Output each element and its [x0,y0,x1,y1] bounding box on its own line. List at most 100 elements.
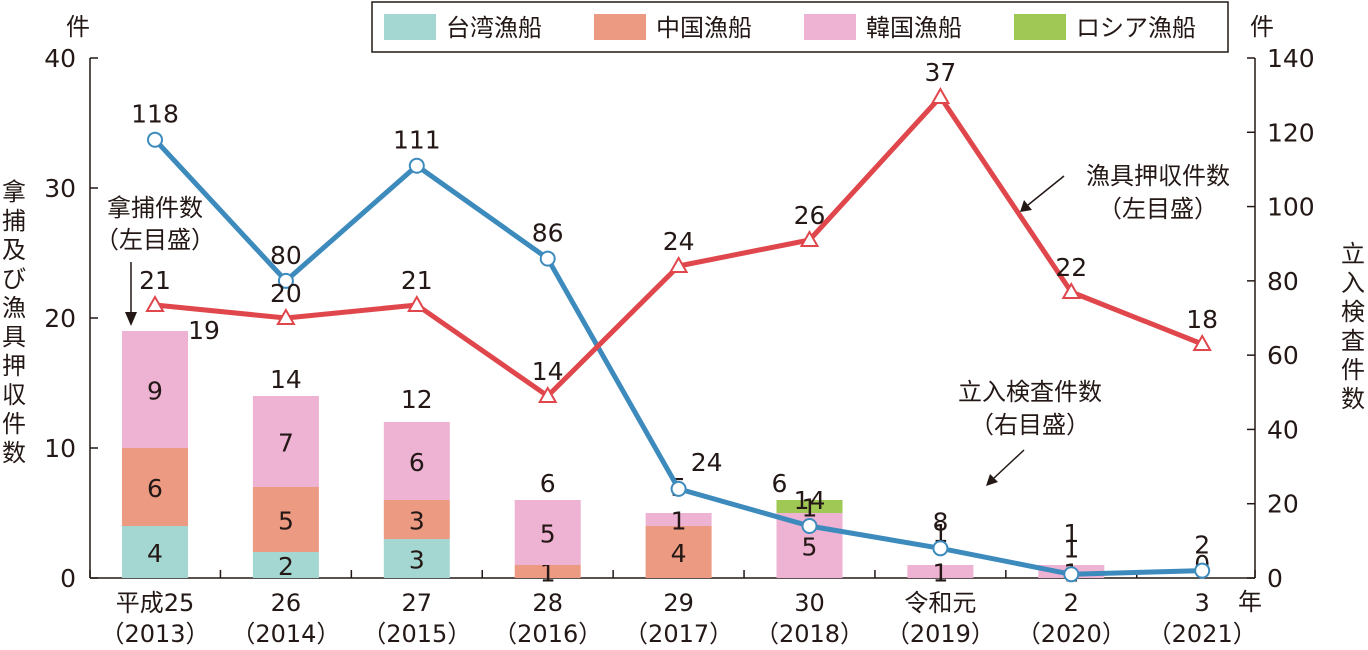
gear-seizure-value-label: 26 [794,201,826,230]
right-tick-label: 100 [1267,193,1315,222]
right-axis-unit: 件 [1250,13,1274,41]
x-category-label: 平成25 [116,589,195,617]
bar-total-label: 14 [270,365,302,394]
bar-total-label: 6 [540,469,556,498]
bar-segment-label: 4 [147,539,163,568]
bar-total-label: 12 [401,385,433,414]
bar-segment [776,500,843,513]
annotation-seizure-line2: （左目盛） [95,226,215,254]
bar-total-label: 6 [772,469,788,498]
annotation-inspection: 立入検査件数 （右目盛） [958,378,1102,486]
left-tick-label: 20 [44,304,76,333]
inspection-marker [932,540,949,557]
bar-segment [645,513,712,526]
gear-seizure-marker [1061,281,1082,299]
gear-seizure-value-label: 22 [1055,253,1087,282]
legend-label-russia: ロシア漁船 [1076,14,1196,42]
x-year-label: （2015） [362,620,471,648]
left-axis-unit: 件 [66,13,90,41]
x-category-label: 29 [663,589,694,617]
x-year-label: （2019） [886,620,995,648]
gear-seizure-value-label: 24 [663,227,695,256]
gear-seizure-marker [930,86,951,104]
bar-segment [645,526,712,578]
inspection-marker [408,157,425,174]
left-tick-label: 30 [44,174,76,203]
gear-seizure-value-label: 18 [1186,305,1218,334]
left-tick-label: 0 [60,564,76,593]
gear-seizure-value-label: 21 [401,266,433,295]
gear-seizure-value-label: 37 [924,58,956,87]
right-tick-label: 0 [1267,564,1283,593]
bar-segment-label: 2 [278,552,294,581]
annotation-inspection-line1: 立入検査件数 [958,378,1102,406]
legend: 台湾漁船 中国漁船 韓国漁船 ロシア漁船 [371,1,1229,53]
bar-segment-label: 3 [409,546,425,575]
inspection-value-label: 80 [270,241,302,270]
x-year-label: （2014） [231,620,340,648]
bar-segment [122,331,188,448]
bar-total-label: 19 [188,316,220,345]
inspection-value-label: 14 [794,486,826,515]
annotation-seizure: 拿捕件数 （左目盛） [95,194,215,326]
bar-segment-label: 1 [932,559,948,588]
legend-label-taiwan: 台湾漁船 [446,14,542,42]
bar-segment [383,500,450,539]
inspection-marker [1063,566,1080,583]
gear-seizure-marker [407,294,427,312]
annotation-seizure-arrowhead [125,312,137,326]
bar-segment [907,565,974,578]
bar-segment [383,422,450,500]
gear-seizure-marker [799,229,820,247]
x-year-label: （2016） [493,620,602,648]
gear-seizure-value-label: 14 [532,357,564,386]
legend-label-china: 中国漁船 [656,14,752,42]
x-category-label: 令和元 [904,589,976,617]
x-category-label: 30 [794,589,825,617]
annotation-inspection-arrow [993,449,1025,479]
bar-segment-label: 1 [671,507,687,536]
right-tick-label: 40 [1267,415,1299,444]
left-tick-label: 40 [44,44,76,73]
annotation-gear-arrow [1027,175,1065,206]
inspection-marker [1194,562,1211,579]
bar-segment-label: 7 [278,429,294,458]
inspection-value-label: 111 [393,126,441,155]
bar-segment-label: 5 [802,533,818,562]
x-year-label: （2018） [755,620,864,648]
annotation-seizure-line1: 拿捕件数 [107,194,203,222]
legend-swatch-korea [804,14,856,40]
gear-seizure-marker [1192,333,1212,351]
bar-segment-label: 3 [409,507,425,536]
inspection-marker [539,250,556,267]
bar-segment [252,396,319,487]
x-year-label: （2017） [624,620,733,648]
bar-segment-label: 1 [540,559,556,588]
x-category-label: 26 [271,589,302,617]
legend-swatch-china [594,14,646,40]
inspection-value-label: 2 [1194,531,1210,560]
bar-segment-label: 6 [147,474,163,503]
x-year-label: （2021） [1148,620,1257,648]
x-category-label: 27 [402,589,433,617]
inspection-marker [670,480,687,497]
bar-segment-label: 6 [409,448,425,477]
right-tick-label: 60 [1267,341,1299,370]
gear-seizure-marker [145,294,165,312]
right-tick-label: 80 [1267,267,1299,296]
bar-segment-label: 9 [147,377,163,406]
bar-segment [514,500,581,565]
bar-segment [122,526,188,578]
legend-frame [371,1,1229,53]
legend-label-korea: 韓国漁船 [866,14,962,42]
bar-segment-label: 5 [540,520,556,549]
gear-seizure-marker [537,385,558,403]
gear-seizure-value-label: 20 [270,279,302,308]
bar-segment-label: 5 [278,507,294,536]
bar-segment [122,448,188,526]
bar-segment [252,487,319,552]
annotation-inspection-line2: （右目盛） [970,411,1090,439]
annotation-gear-line1: 漁具押収件数 [1086,162,1230,190]
bar-segment [383,539,450,578]
inspection-value-label: 24 [691,448,723,477]
